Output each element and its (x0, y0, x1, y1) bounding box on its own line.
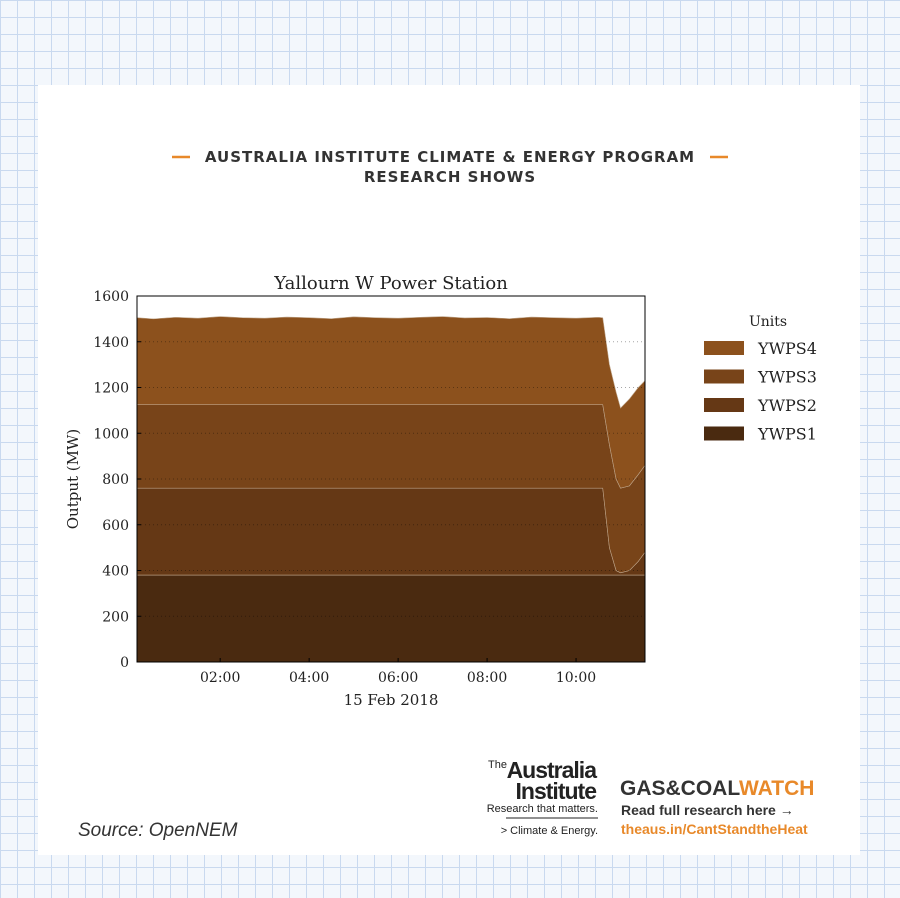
header-line: AUSTRALIA INSTITUTE CLIMATE & ENERGY PRO… (205, 148, 695, 166)
chart-title: Yallourn W Power Station (273, 273, 508, 294)
legend-title: Units (749, 314, 787, 330)
header-line: RESEARCH SHOWS (364, 168, 536, 186)
y-tick-label: 0 (120, 655, 129, 671)
campaign-name: GAS&COALWATCH (620, 777, 814, 800)
area (136, 574, 646, 663)
y-tick-label: 200 (102, 609, 129, 625)
legend-label: YWPS4 (757, 339, 817, 358)
x-tick-label: 04:00 (289, 670, 329, 686)
y-tick-label: 400 (102, 564, 129, 580)
y-tick-label: 1600 (93, 289, 129, 305)
source: Source: OpenNEM (78, 820, 238, 841)
y-tick-label: 1400 (93, 335, 129, 351)
legend-label: YWPS2 (757, 396, 817, 415)
logo-name: Institute (516, 778, 597, 804)
x-tick-label: 08:00 (467, 670, 507, 686)
campaign-name-accent: WATCH (739, 777, 814, 800)
x-tick-label: 06:00 (378, 670, 418, 686)
x-tick-label: 10:00 (556, 670, 596, 686)
legend-label: YWPS3 (757, 368, 817, 387)
y-tick-label: 1000 (93, 426, 129, 442)
logo-the: The (488, 759, 507, 771)
legend-swatch (704, 398, 744, 412)
logo-tagline: Research that matters. (487, 803, 598, 815)
area (136, 487, 646, 576)
url[interactable]: theaus.in/CantStandtheHeat (621, 821, 808, 837)
legend-swatch (704, 426, 744, 441)
logo-program: > Climate & Energy. (501, 825, 598, 837)
legend-swatch (704, 341, 744, 355)
logo-name: Australia (507, 757, 598, 783)
y-tick-label: 800 (102, 472, 129, 488)
plot-frame (136, 295, 646, 663)
y-tick-label: 600 (102, 518, 129, 534)
y-tick-label: 1200 (93, 381, 129, 397)
legend-label: YWPS1 (757, 425, 817, 444)
x-axis-label: 15 Feb 2018 (344, 691, 439, 709)
campaign-name-dark: GAS&COAL (620, 777, 740, 800)
cta: Read full research here → (621, 802, 794, 818)
legend-swatch (704, 369, 744, 384)
x-tick-label: 02:00 (200, 670, 240, 686)
y-axis-label: Output (MW) (64, 429, 82, 530)
chart: Yallourn W Power Station 15 Feb 2018 Out… (64, 273, 817, 709)
